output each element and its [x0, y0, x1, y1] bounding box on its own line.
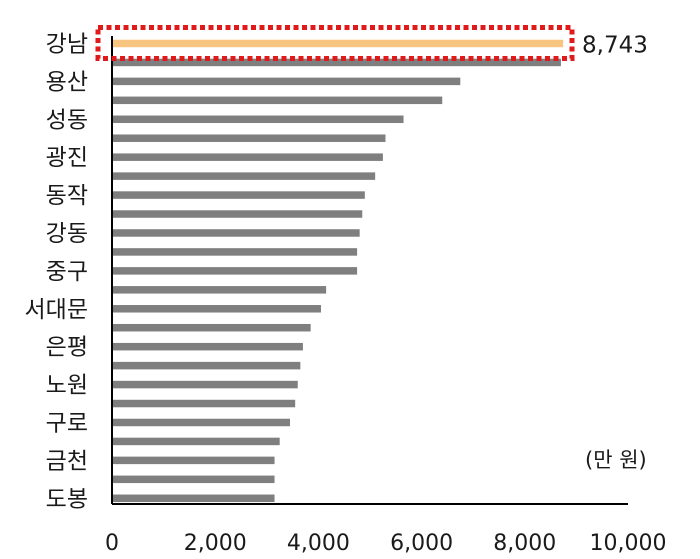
x-ticks-group: 0 2,000 4,000 6,000 8,000 10,000	[105, 531, 666, 556]
bar-강남	[112, 39, 564, 48]
bar-성동	[112, 115, 404, 124]
bar-영등포	[112, 210, 363, 218]
category-label-광진: 광진	[46, 145, 88, 171]
bar-광진	[112, 153, 383, 161]
category-label-은평: 은평	[46, 335, 88, 361]
bar-양천	[112, 172, 376, 180]
bar-은평	[112, 342, 303, 351]
bars-group	[112, 39, 564, 503]
bar-용산	[112, 77, 461, 86]
bar-강북	[112, 475, 275, 484]
bar-동대문	[112, 286, 327, 294]
bar-구로	[112, 418, 291, 427]
x-tick-label: 4,000	[287, 531, 350, 556]
category-label-도봉: 도봉	[46, 486, 88, 512]
bar-강서	[112, 323, 311, 332]
bar-송파	[112, 96, 443, 105]
category-label-용산: 용산	[46, 69, 88, 95]
bar-도봉	[112, 494, 275, 503]
bar-동작	[112, 191, 365, 199]
bar-서초	[112, 58, 561, 67]
category-label-성동: 성동	[46, 107, 88, 133]
bar-노원	[112, 380, 298, 389]
x-tick-label: 0	[105, 531, 119, 556]
bar-중구	[112, 267, 358, 275]
unit-label: (만 원)	[585, 448, 647, 472]
category-label-금천: 금천	[46, 448, 88, 474]
bar-중랑	[112, 437, 280, 446]
category-label-강남: 강남	[46, 31, 88, 57]
highlight-box	[95, 24, 575, 61]
x-tick-label: 6,000	[390, 531, 453, 556]
category-label-강동: 강동	[46, 221, 88, 247]
category-label-노원: 노원	[46, 373, 88, 399]
bar-마포	[112, 134, 386, 142]
bar-서대문	[112, 305, 321, 313]
x-tick-label: 2,000	[184, 531, 247, 556]
category-label-동작: 동작	[46, 183, 88, 209]
bar-금천	[112, 456, 275, 465]
category-label-구로: 구로	[46, 410, 88, 436]
bar-관악	[112, 399, 296, 408]
x-tick-label: 8,000	[493, 531, 556, 556]
bar-강동	[112, 229, 360, 237]
category-label-중구: 중구	[46, 259, 88, 285]
highlight-value-label: 8,743	[582, 32, 648, 58]
x-tick-label: 10,000	[590, 531, 667, 556]
category-label-서대문: 서대문	[25, 297, 88, 323]
bar-종로	[112, 248, 358, 256]
bar-성북	[112, 361, 301, 370]
